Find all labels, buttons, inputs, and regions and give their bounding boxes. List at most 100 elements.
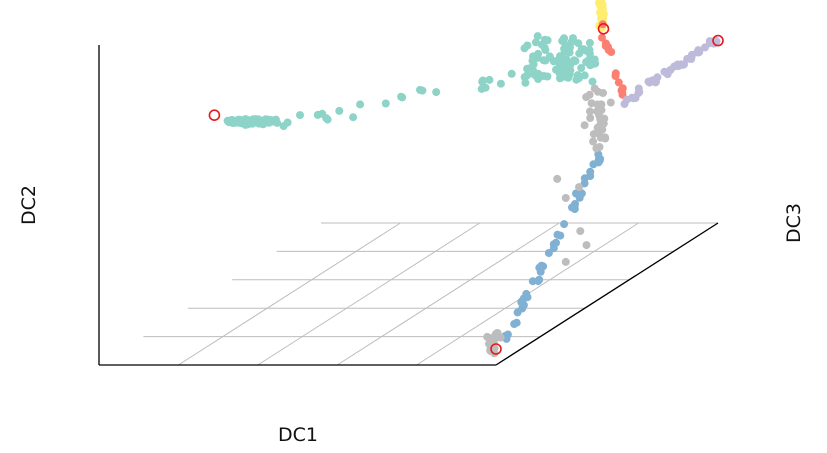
data-point	[618, 88, 627, 97]
data-point	[561, 68, 570, 77]
data-point	[529, 60, 538, 69]
data-point	[496, 79, 505, 88]
data-point	[529, 52, 537, 61]
data-point	[349, 113, 358, 122]
data-point	[586, 114, 595, 122]
data-point	[576, 227, 585, 236]
data-point	[585, 38, 594, 47]
data-point	[478, 76, 487, 85]
data-point	[614, 78, 623, 87]
data-point	[283, 118, 292, 127]
data-point	[574, 39, 583, 48]
data-point	[595, 143, 604, 151]
data-point	[555, 69, 564, 78]
data-point	[523, 41, 532, 50]
data-point	[644, 77, 653, 86]
data-point	[397, 92, 406, 101]
x-axis-label: DC1	[278, 424, 318, 446]
data-point	[594, 158, 603, 167]
data-point	[521, 72, 530, 81]
data-point	[687, 55, 696, 63]
points	[223, 0, 721, 358]
data-point	[507, 69, 516, 78]
data-point	[528, 277, 537, 286]
data-point	[582, 241, 591, 250]
data-point	[588, 77, 597, 86]
floor-grid	[143, 222, 719, 366]
data-point	[296, 111, 304, 120]
data-point	[335, 106, 344, 115]
data-point	[562, 45, 571, 54]
data-point	[521, 292, 530, 301]
data-point	[575, 183, 583, 192]
data-point	[242, 117, 251, 126]
data-point	[572, 75, 581, 84]
root-marker	[490, 343, 502, 355]
data-point	[594, 150, 603, 159]
data-point	[533, 32, 542, 41]
data-point	[585, 90, 594, 99]
data-point	[620, 100, 629, 108]
data-point	[523, 64, 532, 73]
data-point	[539, 72, 548, 80]
data-point	[694, 46, 703, 55]
data-point	[553, 174, 562, 183]
root-marker	[208, 109, 221, 121]
data-point	[570, 205, 579, 214]
data-point	[535, 263, 544, 272]
data-point	[510, 320, 519, 328]
data-point	[566, 60, 575, 69]
data-point	[611, 72, 620, 80]
data-point	[595, 111, 604, 120]
data-point	[589, 137, 598, 146]
data-point	[586, 172, 595, 180]
root-marker	[712, 34, 724, 47]
data-point	[561, 257, 570, 266]
data-point	[594, 0, 603, 7]
data-point	[521, 78, 530, 87]
data-point	[572, 189, 580, 198]
data-point	[485, 75, 494, 84]
data-point	[577, 64, 586, 72]
data-point	[313, 110, 322, 119]
data-point	[577, 189, 586, 198]
root-markers	[208, 22, 724, 355]
data-point	[356, 100, 365, 109]
data-point	[531, 38, 540, 47]
data-point	[596, 121, 605, 130]
data-point	[231, 118, 240, 127]
data-point	[607, 48, 616, 56]
data-point	[558, 58, 566, 67]
data-point	[635, 88, 644, 96]
data-point	[432, 88, 441, 97]
data-point	[663, 70, 672, 79]
z-axis-label: DC3	[783, 203, 805, 243]
data-point	[586, 107, 594, 116]
data-point	[627, 93, 636, 102]
data-point	[575, 49, 584, 58]
data-point	[586, 61, 595, 70]
data-point	[477, 84, 486, 93]
grid-line-dc1	[178, 222, 401, 366]
data-point	[598, 33, 606, 42]
data-point	[518, 304, 527, 313]
axes	[98, 45, 719, 366]
z-axis-line	[495, 222, 719, 366]
grid-line-dc1	[336, 222, 560, 366]
data-point	[593, 100, 602, 109]
data-point	[601, 40, 610, 49]
data-point	[560, 220, 569, 229]
data-point	[580, 121, 589, 130]
data-point	[529, 67, 538, 75]
data-point	[549, 244, 558, 253]
data-point	[541, 46, 550, 54]
data-point	[483, 332, 492, 341]
data-point	[561, 194, 570, 202]
root-marker	[597, 22, 610, 35]
data-point	[416, 85, 424, 94]
y-axis-label: DC2	[18, 185, 40, 225]
data-point	[381, 99, 390, 108]
data-point	[535, 275, 544, 284]
data-point	[596, 133, 605, 142]
